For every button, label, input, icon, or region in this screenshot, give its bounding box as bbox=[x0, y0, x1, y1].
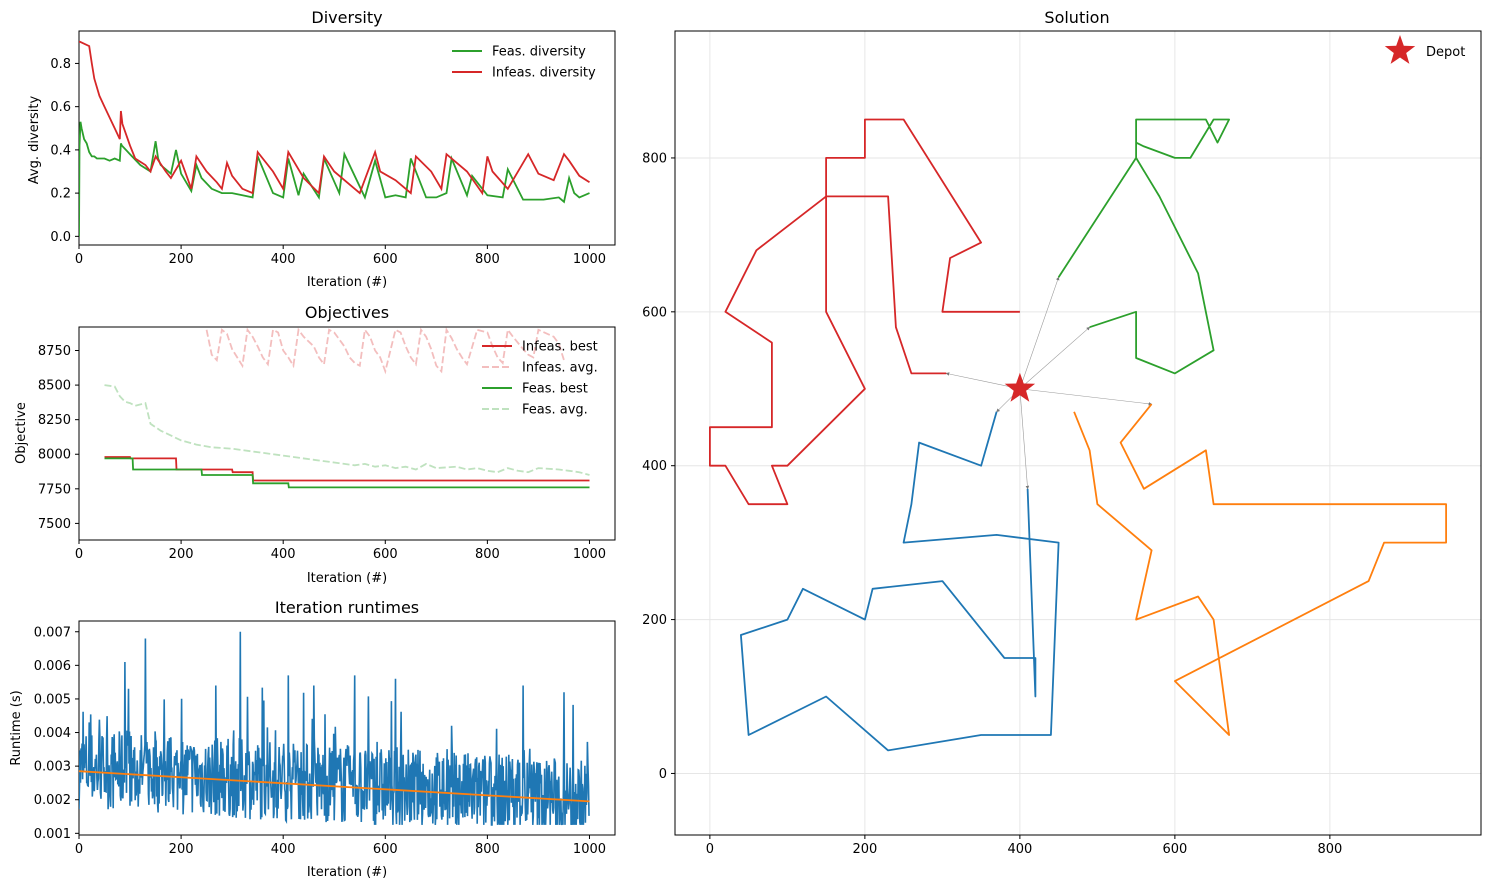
axes-frame bbox=[78, 620, 616, 836]
x-tick-label: 800 bbox=[475, 252, 500, 267]
y-tick-label: 0.007 bbox=[34, 625, 71, 640]
depot-arrow bbox=[1019, 388, 1153, 406]
depot-marker bbox=[1004, 372, 1036, 402]
axes-frame bbox=[78, 326, 616, 541]
y-tick-label: 0.0 bbox=[50, 230, 71, 245]
y-tick-label: 8000 bbox=[38, 448, 71, 463]
plot-area bbox=[104, 327, 590, 489]
axes-frame bbox=[674, 30, 1482, 836]
y-tick-label: 0.4 bbox=[50, 143, 71, 158]
runtimes-xlabel: Iteration (#) bbox=[307, 865, 387, 880]
legend-label: Infeas. diversity bbox=[492, 66, 596, 81]
solution-panel: Solution 0 200 400 600 800 0 200 400 600 800 Depot bbox=[642, 8, 1482, 857]
y-tick-label: 0.6 bbox=[50, 100, 71, 115]
x-tick-label: 400 bbox=[1007, 842, 1032, 857]
x-tick-label: 800 bbox=[475, 547, 500, 562]
solution-title: Solution bbox=[1044, 8, 1109, 27]
depot-arrow bbox=[1019, 276, 1060, 389]
axes-frame bbox=[78, 30, 616, 246]
x-tick-label: 600 bbox=[1162, 842, 1187, 857]
series-line bbox=[104, 457, 590, 489]
objectives-title: Objectives bbox=[305, 303, 389, 322]
y-tick-label: 200 bbox=[642, 613, 667, 628]
x-tick-label: 200 bbox=[169, 842, 194, 857]
y-tick-label: 0.005 bbox=[34, 692, 71, 707]
y-tick-label: 0.004 bbox=[34, 726, 71, 741]
y-tick-label: 0.002 bbox=[34, 793, 71, 808]
diversity-title: Diversity bbox=[311, 8, 382, 27]
y-tick-label: 7750 bbox=[38, 482, 71, 497]
legend-depot-marker bbox=[1384, 35, 1416, 64]
x-tick-label: 600 bbox=[373, 842, 398, 857]
y-tick-label: 8250 bbox=[38, 413, 71, 428]
plot-area bbox=[709, 118, 1447, 752]
y-tick-label: 7500 bbox=[38, 517, 71, 532]
y-tick-label: 400 bbox=[642, 459, 667, 474]
route-line bbox=[709, 195, 866, 506]
runtime-line bbox=[79, 631, 590, 826]
x-tick-label: 400 bbox=[271, 842, 296, 857]
x-tick-label: 1000 bbox=[573, 547, 606, 562]
x-tick-label: 600 bbox=[373, 252, 398, 267]
objectives-panel: Objectives Iteration (#) Objective 0 200 4… bbox=[14, 303, 616, 586]
x-tick-label: 400 bbox=[271, 547, 296, 562]
route-line bbox=[825, 118, 1020, 375]
y-tick-label: 600 bbox=[642, 305, 667, 320]
diversity-xlabel: Iteration (#) bbox=[307, 275, 387, 290]
depot-arrow bbox=[945, 372, 1020, 390]
series-line bbox=[79, 40, 590, 196]
y-tick-label: 0.8 bbox=[50, 57, 71, 72]
plot-area bbox=[79, 40, 590, 237]
x-tick-label: 200 bbox=[169, 547, 194, 562]
legend-depot-label: Depot bbox=[1426, 45, 1465, 60]
trend-line bbox=[79, 770, 590, 803]
route-line bbox=[740, 411, 1060, 752]
y-tick-label: 0.003 bbox=[34, 760, 71, 775]
y-tick-label: 0.2 bbox=[50, 187, 71, 202]
legend-label: Feas. diversity bbox=[492, 45, 586, 60]
y-tick-label: 0 bbox=[659, 767, 667, 782]
diversity-ylabel: Avg. diversity bbox=[27, 95, 42, 184]
diversity-panel: Diversity Iteration (#) Avg. diversity 0… bbox=[27, 8, 616, 290]
x-tick-label: 0 bbox=[75, 842, 83, 857]
runtimes-panel: Iteration runtimes Iteration (#) Runtime… bbox=[9, 598, 616, 880]
x-tick-label: 600 bbox=[373, 547, 398, 562]
legend-label: Feas. best bbox=[522, 382, 588, 397]
series-line bbox=[79, 121, 590, 237]
y-tick-label: 8500 bbox=[38, 379, 71, 394]
route-line bbox=[1057, 118, 1230, 375]
y-tick-label: 0.006 bbox=[34, 659, 71, 674]
runtimes-ylabel: Runtime (s) bbox=[9, 690, 24, 765]
x-tick-label: 0 bbox=[75, 547, 83, 562]
x-tick-label: 1000 bbox=[573, 842, 606, 857]
y-tick-label: 8750 bbox=[38, 344, 71, 359]
legend-label: Infeas. best bbox=[522, 340, 598, 355]
depot-arrow bbox=[1019, 388, 1030, 490]
series-line bbox=[205, 327, 565, 375]
legend-label: Infeas. avg. bbox=[522, 361, 598, 376]
x-tick-label: 1000 bbox=[573, 252, 606, 267]
route-line bbox=[1073, 403, 1447, 736]
legend-label: Feas. avg. bbox=[522, 403, 588, 418]
y-tick-label: 0.001 bbox=[34, 827, 71, 842]
x-tick-label: 0 bbox=[706, 842, 714, 857]
runtimes-title: Iteration runtimes bbox=[275, 598, 419, 617]
plot-area bbox=[79, 631, 590, 826]
objectives-ylabel: Objective bbox=[14, 402, 29, 464]
y-tick-label: 800 bbox=[642, 151, 667, 166]
x-tick-label: 200 bbox=[169, 252, 194, 267]
x-tick-label: 800 bbox=[1317, 842, 1342, 857]
x-tick-label: 400 bbox=[271, 252, 296, 267]
depot-arrow bbox=[1019, 326, 1091, 389]
objectives-xlabel: Iteration (#) bbox=[307, 571, 387, 586]
x-tick-label: 0 bbox=[75, 252, 83, 267]
series-line bbox=[104, 384, 590, 476]
x-tick-label: 200 bbox=[852, 842, 877, 857]
x-tick-label: 800 bbox=[475, 842, 500, 857]
